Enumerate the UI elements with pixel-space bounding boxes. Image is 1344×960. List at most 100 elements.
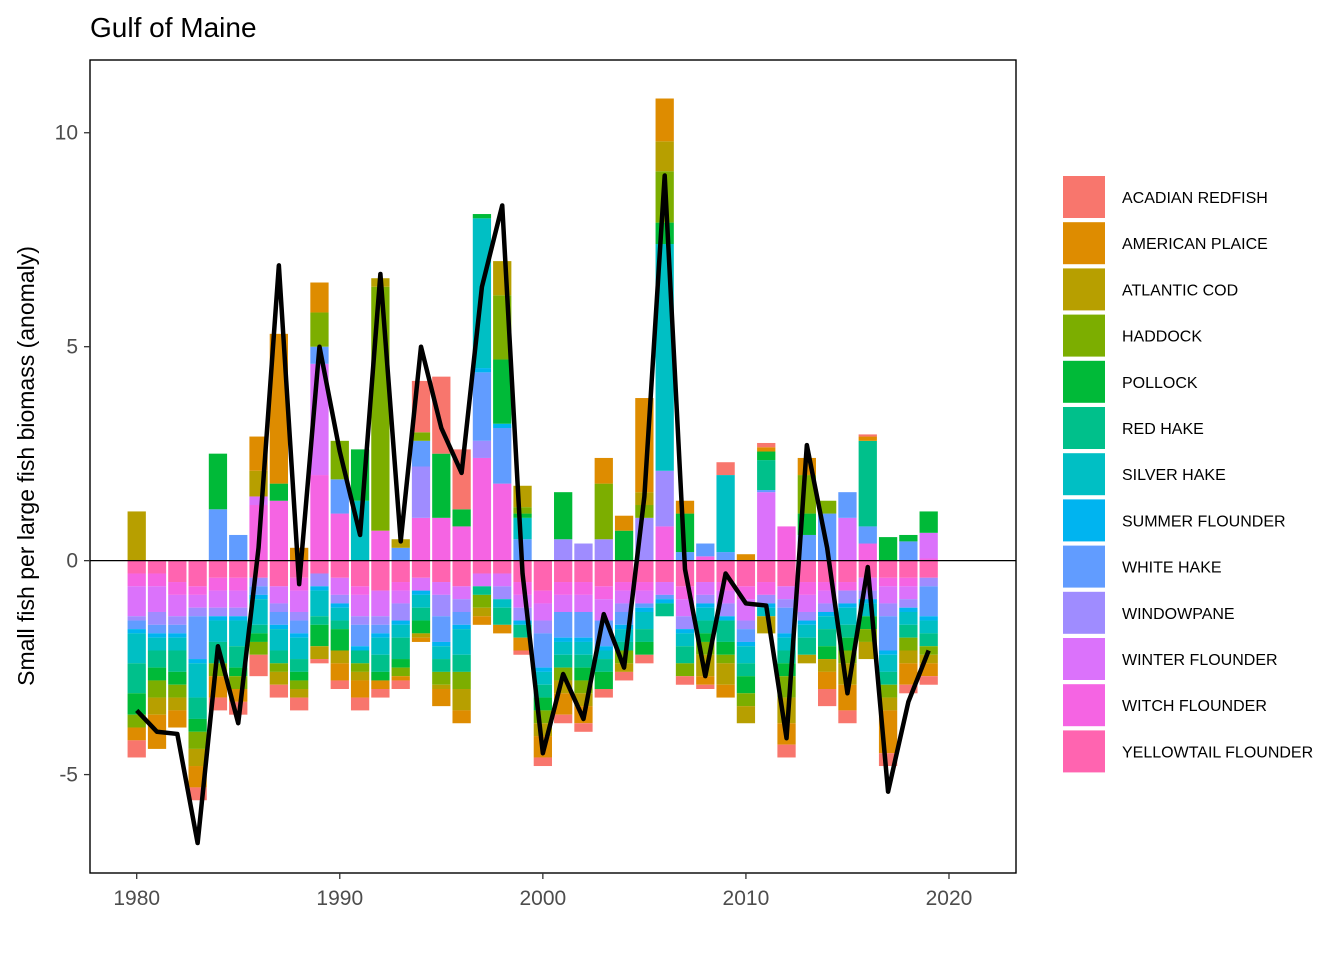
bar-segment-yellowtail-flounder-1982	[168, 560, 187, 583]
bar-segment-haddock-1981	[147, 680, 167, 698]
bar-segment-windowpane-2003	[594, 539, 613, 561]
bar-segment-windowpane-2012	[777, 599, 796, 608]
bar-segment-red-hake-1982	[168, 650, 187, 672]
bar-segment-windowpane-2019	[919, 577, 938, 587]
bar-segment-summer-flounder-2003	[594, 646, 613, 651]
bar-segment-white-hake-2015	[838, 492, 857, 518]
bar-segment-yellowtail-flounder-1994	[411, 560, 431, 578]
bar-segment-pollock-2014	[818, 646, 837, 660]
bar-segment-witch-flounder-2005	[635, 582, 654, 591]
bar-segment-winter-flounder-1982	[168, 594, 187, 617]
bar-segment-silver-hake-1996	[452, 629, 471, 655]
bar-segment-red-hake-2015	[838, 624, 857, 638]
bar-segment-red-hake-1996	[452, 654, 471, 672]
bar-segment-winter-flounder-2013	[797, 594, 816, 612]
bar-segment-windowpane-2000	[533, 620, 552, 634]
bar-segment-pollock-2010	[736, 676, 756, 694]
bar-segment-american-plaice-2003	[594, 457, 613, 484]
bar-segment-red-hake-1986	[249, 624, 268, 634]
bar-segment-atlantic-cod-1995	[432, 684, 451, 690]
y-tick-label: 0	[66, 550, 78, 573]
bar-segment-acadian-redfish-2002	[574, 723, 593, 732]
bar-segment-white-hake-2012	[777, 607, 796, 634]
bar-segment-white-hake-1984	[208, 509, 228, 561]
y-tick-label: -5	[59, 764, 78, 787]
bar-segment-winter-flounder-1992	[371, 590, 390, 617]
bar-segment-winter-flounder-2017	[878, 586, 898, 604]
bar-segment-haddock-2009	[716, 654, 735, 664]
bar-segment-pollock-1985	[229, 667, 248, 677]
bar-segment-white-hake-2009	[716, 552, 735, 561]
bar-segment-pollock-1990	[330, 629, 349, 651]
bar-segment-windowpane-1996	[452, 599, 471, 612]
bar-segment-atlantic-cod-2009	[716, 663, 735, 685]
legend-label: AMERICAN PLAICE	[1122, 236, 1268, 253]
x-tick-label: 2000	[519, 887, 566, 910]
bar-segment-summer-flounder-1981	[147, 633, 167, 638]
bar-segment-pollock-1980	[127, 693, 146, 715]
bar-segment-witch-flounder-1995	[432, 517, 451, 561]
bar-segment-summer-flounder-2018	[899, 607, 918, 612]
legend-key-silver-hake	[1063, 453, 1105, 496]
bar-segment-white-hake-1993	[391, 547, 410, 561]
bar-segment-white-hake-2008	[696, 543, 715, 557]
bar-segment-pollock-2008	[696, 633, 715, 642]
bar-segment-acadian-redfish-1987	[269, 684, 288, 698]
bar-segment-acadian-redfish-2005	[635, 654, 654, 664]
bar-segment-red-hake-2006	[655, 603, 674, 617]
bar-segment-acadian-redfish-1993	[391, 680, 410, 690]
bar-segment-pollock-2006	[655, 222, 674, 244]
bar-segment-witch-flounder-1987	[269, 500, 288, 561]
bar-segment-acadian-redfish-2004	[614, 671, 634, 681]
legend-key-acadian-redfish	[1063, 176, 1105, 218]
chart-title: Gulf of Maine	[90, 12, 257, 43]
bar-segment-white-hake-1998	[493, 427, 512, 484]
bar-segment-red-hake-1994	[411, 607, 431, 621]
bar-segment-windowpane-1983	[188, 607, 207, 617]
bar-segment-acadian-redfish-2000	[533, 757, 552, 767]
bar-segment-summer-flounder-2006	[655, 599, 674, 604]
bar-segment-atlantic-cod-1982	[168, 697, 187, 711]
bar-segment-summer-flounder-2016	[858, 599, 877, 604]
bar-segment-atlantic-cod-2006	[655, 141, 674, 172]
bar-segment-haddock-2014	[818, 500, 837, 514]
bar-segment-silver-hake-1981	[147, 637, 167, 651]
bar-segment-pollock-1992	[371, 671, 390, 681]
legend-key-pollock	[1063, 360, 1105, 403]
bar-segment-yellowtail-flounder-1985	[229, 560, 248, 578]
bar-segment-white-hake-1985	[229, 534, 248, 561]
bar-segment-windowpane-2018	[899, 599, 918, 608]
bar-segment-red-hake-2001	[554, 654, 573, 668]
bar-segment-summer-flounder-1988	[290, 633, 309, 638]
bar-segment-yellowtail-flounder-2018	[899, 560, 918, 578]
bar-segment-yellowtail-flounder-1993	[391, 560, 410, 583]
bar-segment-windowpane-1986	[249, 577, 268, 587]
bar-segment-windowpane-2010	[736, 620, 756, 630]
legend-label: ATLANTIC COD	[1122, 282, 1238, 299]
bar-segment-yellowtail-flounder-1981	[147, 560, 167, 574]
bar-segment-winter-flounder-1995	[432, 582, 451, 595]
bar-segment-white-hake-1992	[371, 624, 390, 634]
bar-segment-yellowtail-flounder-2019	[919, 560, 938, 578]
bar-segment-haddock-1989	[310, 312, 329, 347]
bar-segment-pollock-1996	[452, 509, 471, 527]
bar-segment-acadian-redfish-2019	[919, 676, 938, 685]
bar-segment-red-hake-1985	[229, 646, 248, 668]
bar-segment-summer-flounder-2001	[554, 637, 573, 642]
bar-segment-winter-flounder-2002	[574, 594, 593, 612]
bar-segment-red-hake-2010	[736, 663, 756, 677]
bar-segment-witch-flounder-1989	[310, 475, 329, 561]
bar-segment-silver-hake-2007	[675, 633, 695, 647]
bar-segment-witch-flounder-1985	[229, 577, 248, 591]
bar-segment-atlantic-cod-1983	[188, 748, 207, 767]
bar-segment-witch-flounder-1996	[452, 526, 471, 561]
bar-segment-windowpane-2002	[574, 543, 593, 561]
bar-segment-winter-flounder-1998	[493, 573, 512, 587]
bar-segment-acadian-redfish-2018	[899, 684, 918, 694]
bar-segment-atlantic-cod-1980	[127, 511, 146, 561]
bar-segment-atlantic-cod-1994	[411, 633, 431, 638]
bar-segment-yellowtail-flounder-1995	[432, 560, 451, 583]
bar-segment-haddock-1988	[290, 680, 309, 690]
bar-segment-pollock-2009	[716, 641, 735, 655]
bar-segment-haddock-1986	[249, 641, 268, 655]
